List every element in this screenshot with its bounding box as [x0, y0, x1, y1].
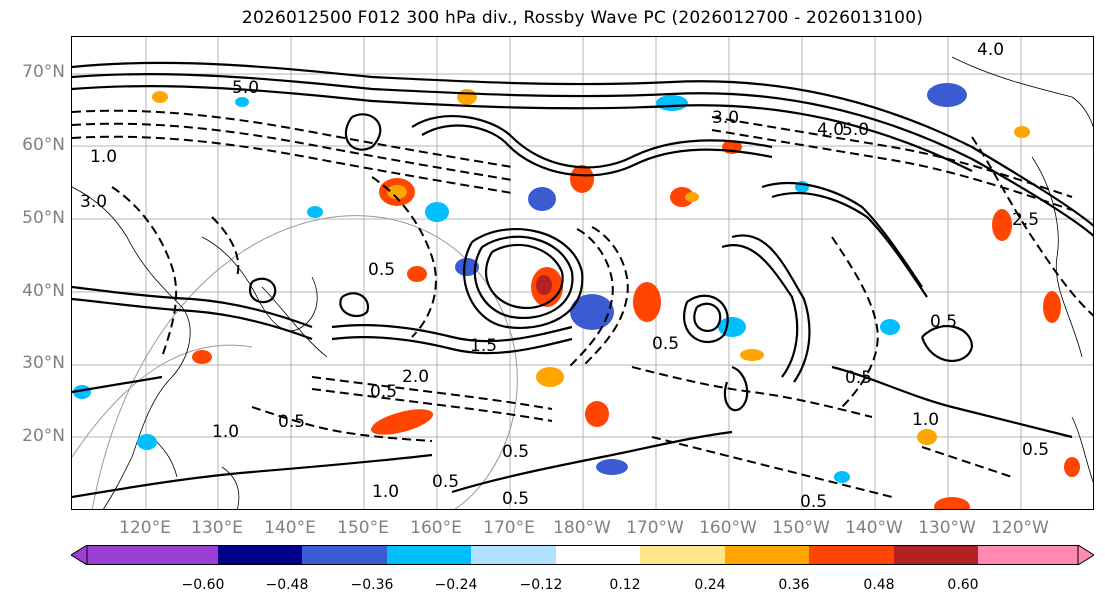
colorbar-arrow-high	[1077, 544, 1095, 566]
contour-label: 2.0	[402, 367, 429, 387]
contour-label: 0.5	[370, 382, 397, 402]
lon-label: 180°W	[553, 518, 611, 538]
colorbar-tick-label: −0.12	[519, 577, 563, 593]
colorbar-tick-label: 0.12	[609, 577, 641, 593]
colorbar-tick-label: 0.48	[863, 577, 895, 593]
contour-label: 1.0	[90, 147, 117, 167]
lon-label: 150°W	[772, 518, 830, 538]
lat-label: 70°N	[22, 62, 65, 82]
map-title: 2026012500 F012 300 hPa div., Rossby Wav…	[241, 8, 924, 28]
contour-labels: 5.0 4.0 3.0 1.0 3.0 0.5 0.5 0.5 0.5 1.0 …	[80, 40, 1049, 510]
lat-label: 60°N	[22, 135, 65, 155]
contour-label: 0.5	[930, 312, 957, 332]
lat-label: 50°N	[22, 208, 65, 228]
colorbar-graphic	[70, 544, 1095, 566]
colorbar	[70, 544, 1095, 566]
lon-label: 170°E	[483, 518, 535, 538]
contour-label: 0.5	[1022, 440, 1049, 460]
contour-label: 5.0	[232, 78, 259, 98]
lat-label: 20°N	[22, 426, 65, 446]
contour-label: 0.5	[278, 412, 305, 432]
lon-label: 160°E	[410, 518, 462, 538]
colorbar-segment	[471, 545, 556, 565]
colorbar-segment	[809, 545, 894, 565]
contour-label: 5.0	[842, 120, 869, 140]
contour-label: 2.5	[1012, 210, 1039, 230]
colorbar-segment	[640, 545, 725, 565]
colorbar-segment	[725, 545, 809, 565]
coastlines	[72, 56, 1093, 509]
colorbar-segment	[978, 545, 1078, 565]
lon-label: 170°W	[626, 518, 684, 538]
colorbar-segment	[87, 545, 218, 565]
colorbar-arrow-low	[70, 544, 88, 566]
lon-label: 150°E	[337, 518, 389, 538]
lon-label: 140°W	[845, 518, 903, 538]
contour-label: 3.0	[712, 108, 739, 128]
lat-label: 40°N	[22, 281, 65, 301]
contour-label: 1.0	[912, 410, 939, 430]
contour-label: 0.5	[652, 334, 679, 354]
contour-label: 4.0	[817, 120, 844, 140]
contour-label: 0.5	[432, 472, 459, 492]
colorbar-segment	[894, 545, 978, 565]
divergence-shading	[73, 83, 1080, 509]
colorbar-tick-label: −0.60	[181, 577, 225, 593]
colorbar-tick-label: 0.60	[947, 577, 979, 593]
contour-label: 0.5	[502, 489, 529, 509]
lon-label: 160°W	[699, 518, 757, 538]
colorbar-tick-label: −0.36	[350, 577, 394, 593]
lat-label: 30°N	[22, 353, 65, 373]
contour-label: 1.0	[372, 482, 399, 502]
colorbar-tick-label: −0.48	[265, 577, 309, 593]
contour-label: 0.5	[368, 260, 395, 280]
contour-label: 3.0	[80, 192, 107, 212]
lon-label: 120°W	[991, 518, 1049, 538]
negative-contours	[72, 109, 1093, 498]
lon-label: 130°W	[918, 518, 976, 538]
colorbar-segment	[218, 545, 302, 565]
colorbar-segment	[556, 545, 640, 565]
colorbar-tick-label: 0.36	[778, 577, 810, 593]
positive-contours	[72, 61, 1093, 499]
contour-label: 0.5	[800, 492, 827, 510]
lon-label: 120°E	[119, 518, 171, 538]
map-area: 5.0 4.0 3.0 1.0 3.0 0.5 0.5 0.5 0.5 1.0 …	[71, 36, 1094, 510]
map-canvas: 5.0 4.0 3.0 1.0 3.0 0.5 0.5 0.5 0.5 1.0 …	[72, 37, 1093, 510]
lon-label: 130°E	[191, 518, 243, 538]
colorbar-segment	[387, 545, 471, 565]
colorbar-segment	[302, 545, 387, 565]
colorbar-frame	[86, 545, 1079, 565]
contour-label: 4.0	[977, 40, 1004, 60]
colorbar-tick-label: 0.24	[694, 577, 726, 593]
contour-label: 1.5	[470, 336, 497, 356]
contour-label: 0.5	[502, 442, 529, 462]
colorbar-tick-label: −0.24	[434, 577, 478, 593]
contour-label: 1.0	[212, 422, 239, 442]
range-circles	[72, 215, 518, 509]
lon-label: 140°E	[264, 518, 316, 538]
contour-label: 0.5	[845, 368, 872, 388]
